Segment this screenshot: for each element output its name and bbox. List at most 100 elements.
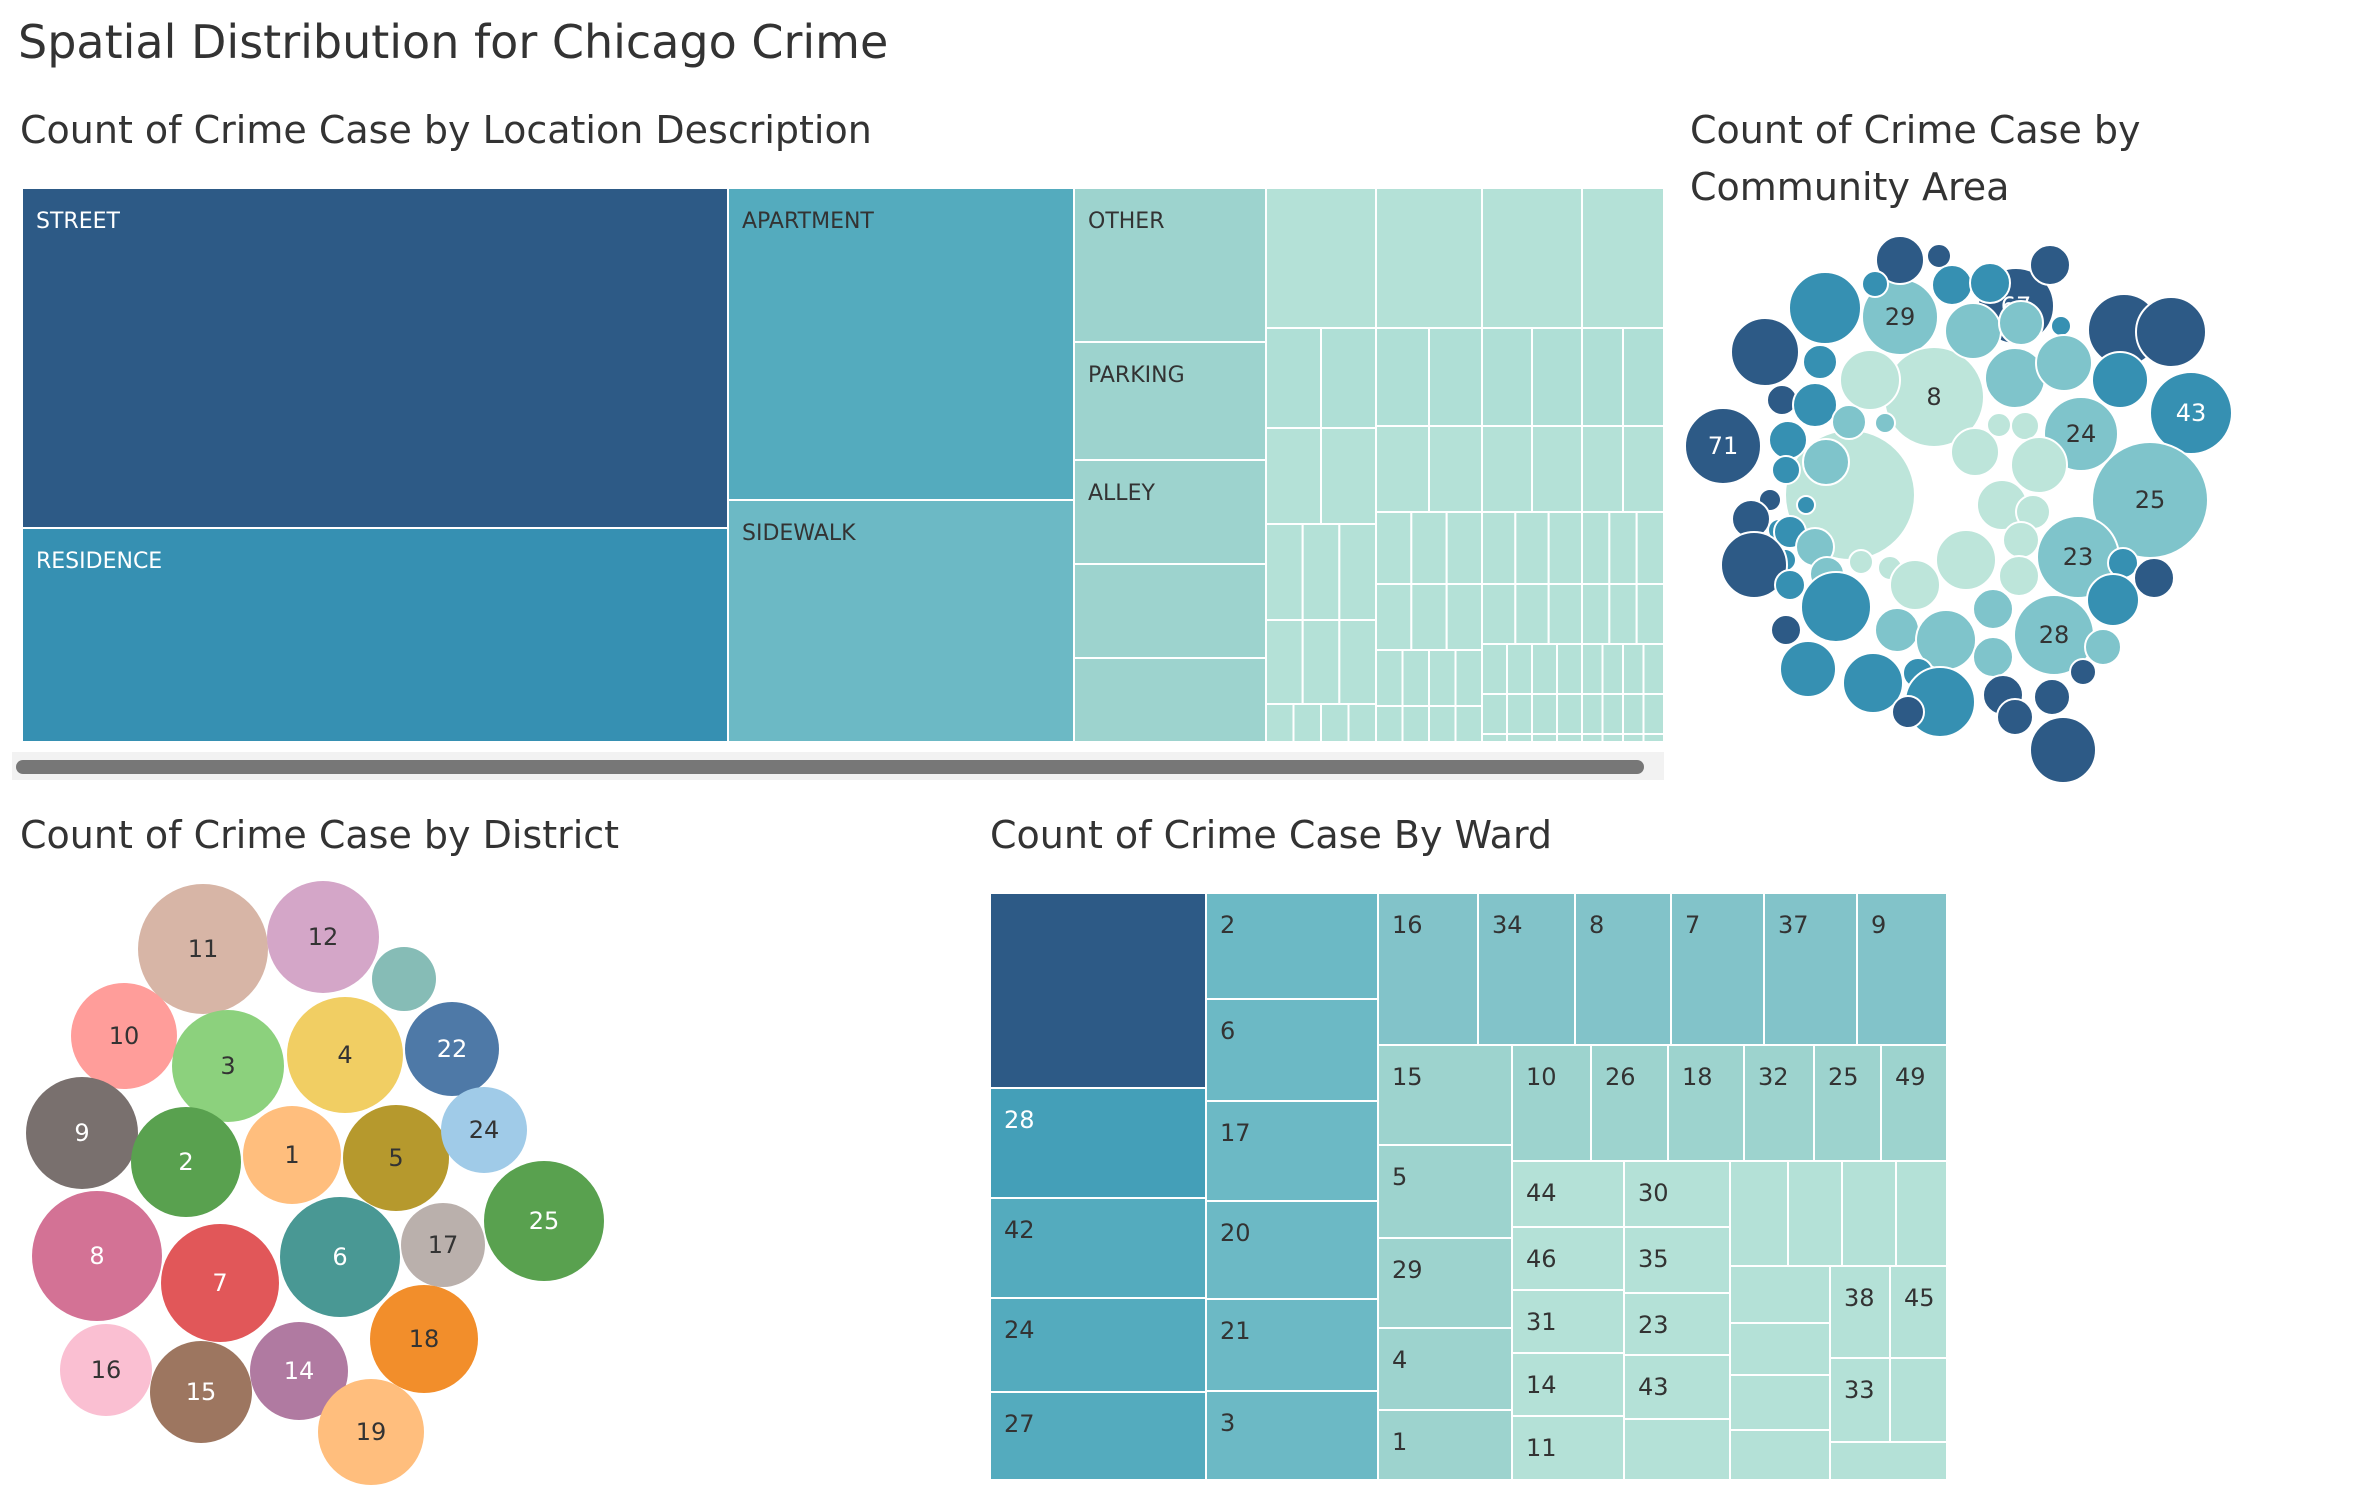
location-cell[interactable]	[1320, 327, 1377, 429]
district-bubble[interactable]	[32, 1191, 162, 1321]
ward-cell[interactable]	[1829, 1265, 1891, 1359]
location-cell[interactable]	[1265, 703, 1295, 743]
ward-cell[interactable]	[1205, 998, 1379, 1102]
ward-cell[interactable]	[1829, 1441, 1948, 1481]
ward-cell[interactable]	[1377, 1044, 1513, 1146]
location-cell[interactable]	[1445, 583, 1483, 651]
community-bubble[interactable]	[1684, 407, 1762, 485]
district-bubble[interactable]	[401, 1203, 485, 1287]
location-cell[interactable]	[1428, 425, 1483, 513]
location-cell[interactable]	[1375, 425, 1430, 513]
location-cell[interactable]	[1581, 583, 1611, 645]
ward-cell[interactable]	[1205, 1298, 1379, 1392]
location-cell[interactable]	[1531, 327, 1583, 427]
location-cell[interactable]	[1506, 733, 1533, 743]
location-cell[interactable]	[1506, 693, 1533, 735]
location-cell[interactable]	[1556, 643, 1583, 695]
ward-cell[interactable]	[1763, 892, 1858, 1046]
location-cell[interactable]	[1481, 187, 1583, 329]
community-bubble[interactable]	[1848, 549, 1874, 575]
ward-cell[interactable]	[1889, 1265, 1948, 1359]
location-cell[interactable]	[1635, 511, 1665, 585]
community-bubble[interactable]	[1831, 404, 1867, 440]
location-cell[interactable]	[1608, 583, 1638, 645]
community-bubble[interactable]	[1770, 614, 1802, 646]
ward-cell[interactable]	[1729, 1322, 1831, 1376]
community-bubble[interactable]	[2002, 521, 2040, 559]
location-cell[interactable]	[1301, 523, 1341, 621]
community-bubble[interactable]	[2133, 557, 2175, 599]
district-bubble[interactable]	[370, 1285, 478, 1393]
location-cell[interactable]	[1375, 705, 1404, 743]
location-cell[interactable]	[1531, 733, 1558, 743]
location-cell[interactable]	[1338, 523, 1378, 621]
ward-cell[interactable]	[1729, 1374, 1831, 1431]
location-cell[interactable]	[1481, 425, 1533, 513]
community-bubble[interactable]	[1926, 243, 1952, 269]
ward-cell[interactable]	[1511, 1352, 1625, 1417]
community-bubble[interactable]	[2050, 315, 2072, 337]
location-cell[interactable]	[21, 527, 729, 743]
community-bubble[interactable]	[1996, 698, 2034, 736]
location-cell[interactable]	[1320, 703, 1350, 743]
location-cell[interactable]	[1601, 733, 1624, 743]
location-cell[interactable]	[1347, 703, 1377, 743]
district-bubble[interactable]	[138, 884, 268, 1014]
district-bubble[interactable]	[372, 947, 436, 1011]
location-cell[interactable]	[1581, 327, 1624, 427]
location-cell[interactable]	[1445, 511, 1483, 585]
community-bubble[interactable]	[2069, 658, 2097, 686]
ward-cell[interactable]	[989, 1297, 1207, 1393]
ward-cell[interactable]	[1205, 1100, 1379, 1202]
location-cell[interactable]	[1556, 733, 1583, 743]
district-bubble[interactable]	[131, 1107, 241, 1217]
community-bubble[interactable]	[1800, 571, 1872, 643]
district-bubble[interactable]	[318, 1379, 424, 1485]
community-bubble[interactable]	[1874, 412, 1896, 434]
ward-cell[interactable]	[1743, 1044, 1815, 1162]
location-cell[interactable]	[1481, 643, 1508, 695]
location-cell[interactable]	[21, 187, 729, 529]
community-bubble[interactable]	[1874, 607, 1920, 653]
district-bubble[interactable]	[150, 1341, 252, 1443]
location-cell[interactable]	[1401, 649, 1430, 707]
location-cell[interactable]	[1375, 511, 1413, 585]
community-bubble[interactable]	[1935, 529, 1997, 591]
location-cell[interactable]	[1428, 705, 1457, 743]
location-cell[interactable]	[1514, 511, 1550, 585]
location-cell[interactable]	[1547, 511, 1583, 585]
community-bubble[interactable]	[1891, 695, 1925, 729]
ward-cell[interactable]	[1829, 1357, 1891, 1443]
location-cell[interactable]	[727, 499, 1075, 743]
location-cell[interactable]	[1531, 425, 1583, 513]
community-bubble[interactable]	[2084, 628, 2122, 666]
location-cell[interactable]	[1265, 523, 1304, 621]
community-bubble[interactable]	[1720, 531, 1788, 599]
location-cell[interactable]	[1301, 619, 1341, 705]
location-cell[interactable]	[1622, 327, 1665, 427]
location-cell[interactable]	[1531, 643, 1558, 695]
location-cell[interactable]	[1428, 649, 1457, 707]
community-bubble[interactable]	[2035, 334, 2093, 392]
ward-cell[interactable]	[1205, 1200, 1379, 1300]
location-cell[interactable]	[1375, 187, 1483, 329]
ward-cell[interactable]	[1477, 892, 1576, 1046]
location-cell[interactable]	[1642, 733, 1665, 743]
location-cell[interactable]	[1338, 619, 1378, 705]
community-bubble[interactable]	[1998, 555, 2040, 597]
community-bubble-chart[interactable]: 29678437124252328	[1684, 235, 2233, 784]
location-cell[interactable]	[1506, 643, 1533, 695]
district-bubble[interactable]	[60, 1324, 152, 1416]
location-cell[interactable]	[1265, 187, 1377, 329]
community-bubble[interactable]	[1730, 317, 1800, 387]
community-bubble[interactable]	[1779, 640, 1837, 698]
location-cell[interactable]	[1581, 733, 1604, 743]
district-bubble[interactable]	[250, 1322, 348, 1420]
community-bubble[interactable]	[1788, 271, 1862, 345]
community-bubble[interactable]	[1771, 455, 1801, 485]
ward-cell[interactable]	[1895, 1160, 1948, 1267]
district-bubble[interactable]	[26, 1077, 138, 1189]
location-cell[interactable]	[1622, 733, 1645, 743]
